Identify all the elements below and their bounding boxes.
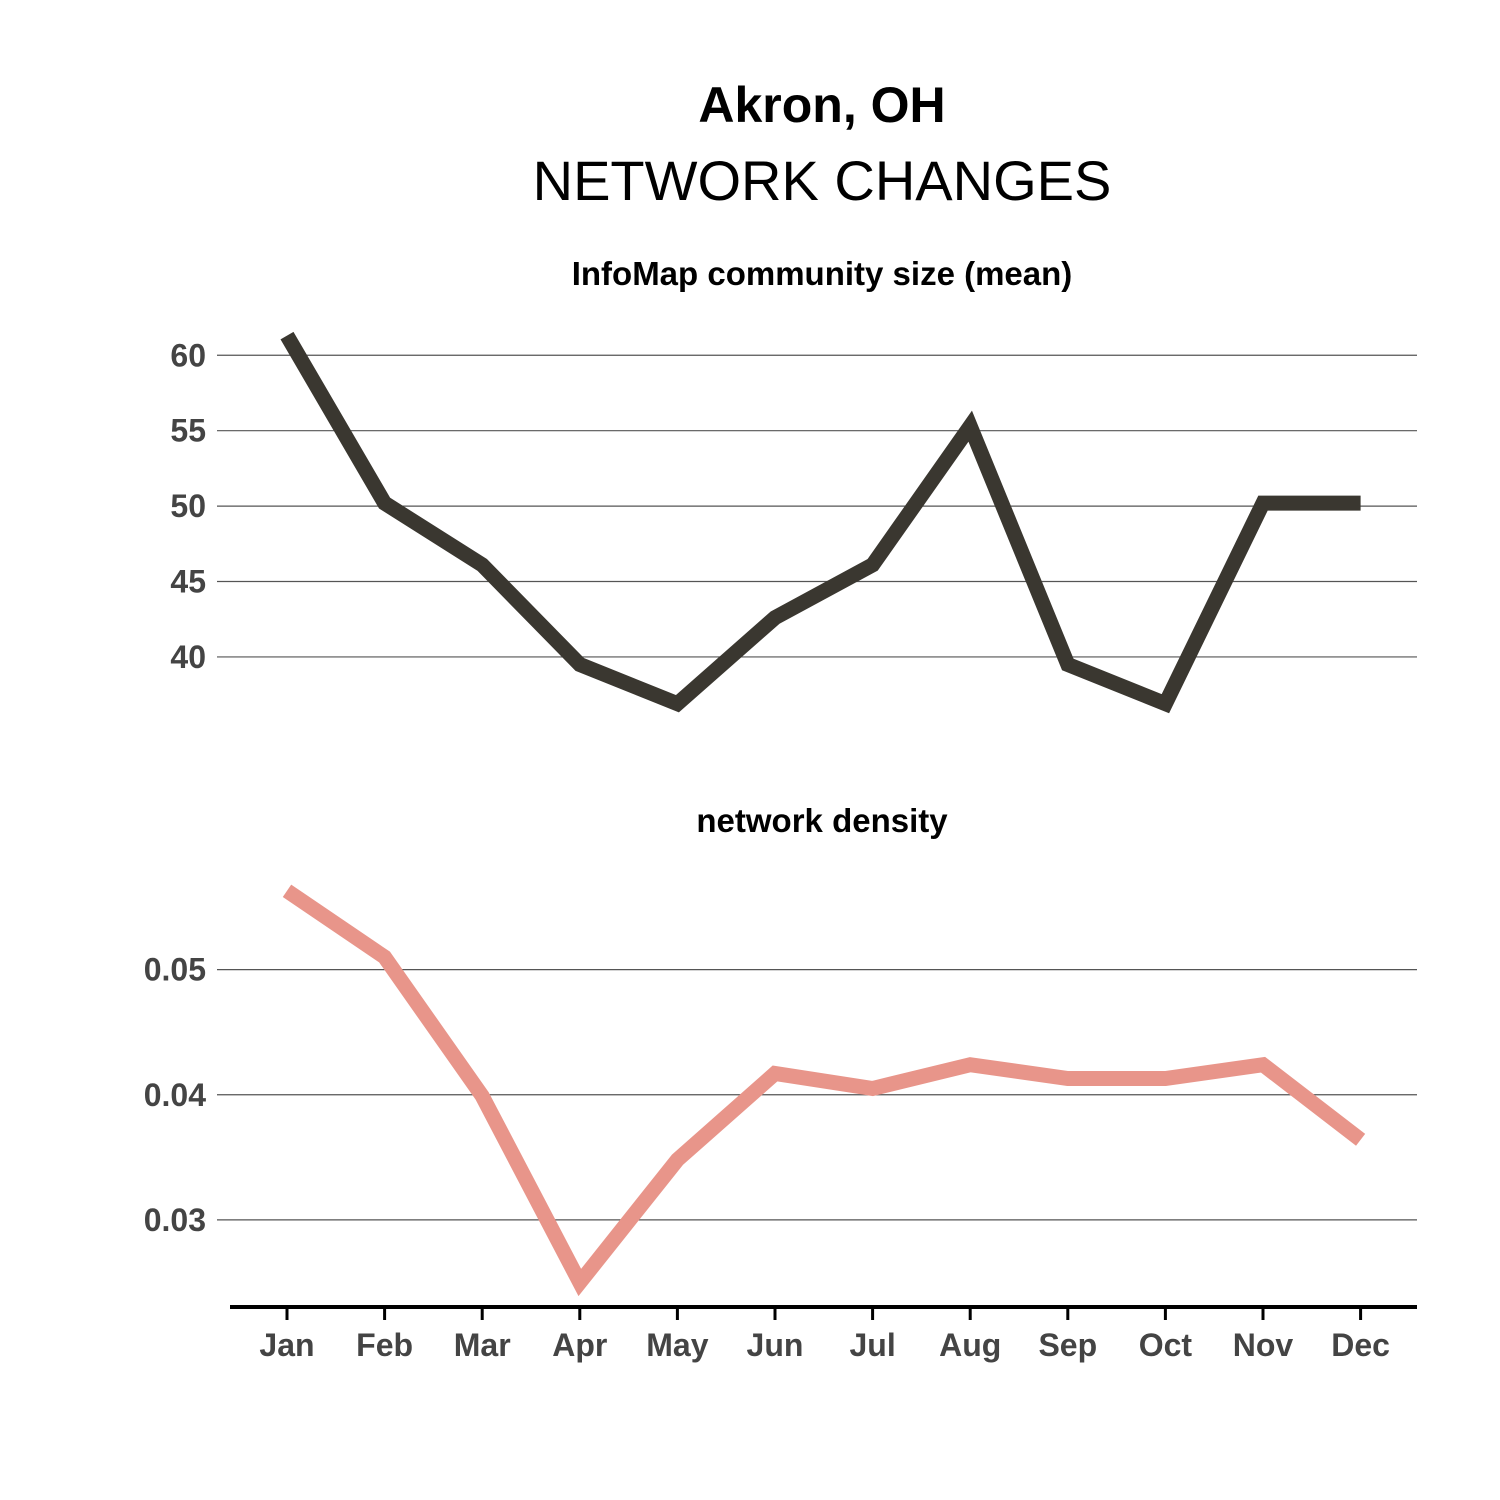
series-line: [280, 331, 1361, 714]
grid-network-density: [217, 969, 1417, 1221]
y-axis-network-density: 0.03 0.04 0.05: [144, 952, 206, 1238]
panel-title-community-size: InfoMap community size (mean): [572, 255, 1073, 292]
y-tick-label: 45: [170, 564, 206, 600]
panel-title-network-density: network density: [696, 802, 948, 839]
data-point: [384, 957, 385, 958]
data-point: [970, 1064, 971, 1065]
data-point: [775, 1073, 776, 1074]
x-tick-label: Mar: [454, 1327, 511, 1363]
y-tick-label: 0.04: [144, 1077, 206, 1113]
x-tick-label: Feb: [356, 1327, 413, 1363]
series-line: [282, 884, 1366, 1297]
data-point: [1067, 664, 1068, 665]
data-point: [1263, 1064, 1264, 1065]
panel-network-density: network density 0.03 0.04 0.05: [144, 802, 1417, 1297]
series-network-density: [282, 884, 1366, 1297]
series-community-size: [280, 331, 1361, 714]
data-point: [872, 1088, 873, 1089]
data-point: [287, 890, 288, 891]
data-point: [775, 617, 776, 618]
y-tick-label: 50: [170, 488, 206, 524]
y-tick-label: 0.05: [144, 952, 206, 988]
data-point: [287, 335, 288, 336]
x-tick-label: Apr: [552, 1327, 607, 1363]
y-axis-community-size: 40 45 50 55 60: [170, 337, 206, 675]
data-point: [482, 564, 483, 565]
x-tick-label: Jan: [259, 1327, 314, 1363]
y-tick-label: 40: [170, 639, 206, 675]
data-point: [970, 426, 971, 427]
data-point: [482, 1096, 483, 1097]
data-point: [1360, 1139, 1361, 1140]
x-tick-label: Dec: [1331, 1327, 1390, 1363]
panel-community-size: InfoMap community size (mean) 40 45 50 55 60: [170, 255, 1417, 714]
data-point: [1067, 1078, 1068, 1079]
data-point: [677, 703, 678, 704]
data-point: [872, 564, 873, 565]
x-tick-label: Nov: [1233, 1327, 1294, 1363]
y-tick-label: 60: [170, 337, 206, 373]
x-tick-label: Sep: [1038, 1327, 1097, 1363]
x-tick-label: Jul: [849, 1327, 895, 1363]
data-point: [579, 1282, 580, 1283]
x-tick-label: Oct: [1139, 1327, 1193, 1363]
y-tick-label: 55: [170, 413, 206, 449]
data-point: [1165, 1078, 1166, 1079]
y-tick-label: 0.03: [144, 1202, 206, 1238]
x-tick-label: May: [646, 1327, 708, 1363]
x-tick-label: Aug: [939, 1327, 1001, 1363]
x-axis: Jan Feb Mar Apr May Jun Jul Aug Sep Oct Nov Dec: [230, 1305, 1417, 1363]
data-point: [384, 503, 385, 504]
chart-title-main: NETWORK CHANGES: [533, 149, 1112, 212]
data-point: [579, 664, 580, 665]
data-point: [677, 1159, 678, 1160]
data-point: [1360, 503, 1361, 504]
data-point: [1263, 503, 1264, 504]
x-tick-label: Jun: [747, 1327, 804, 1363]
chart-title-city: Akron, OH: [698, 77, 945, 133]
data-point: [1165, 703, 1166, 704]
